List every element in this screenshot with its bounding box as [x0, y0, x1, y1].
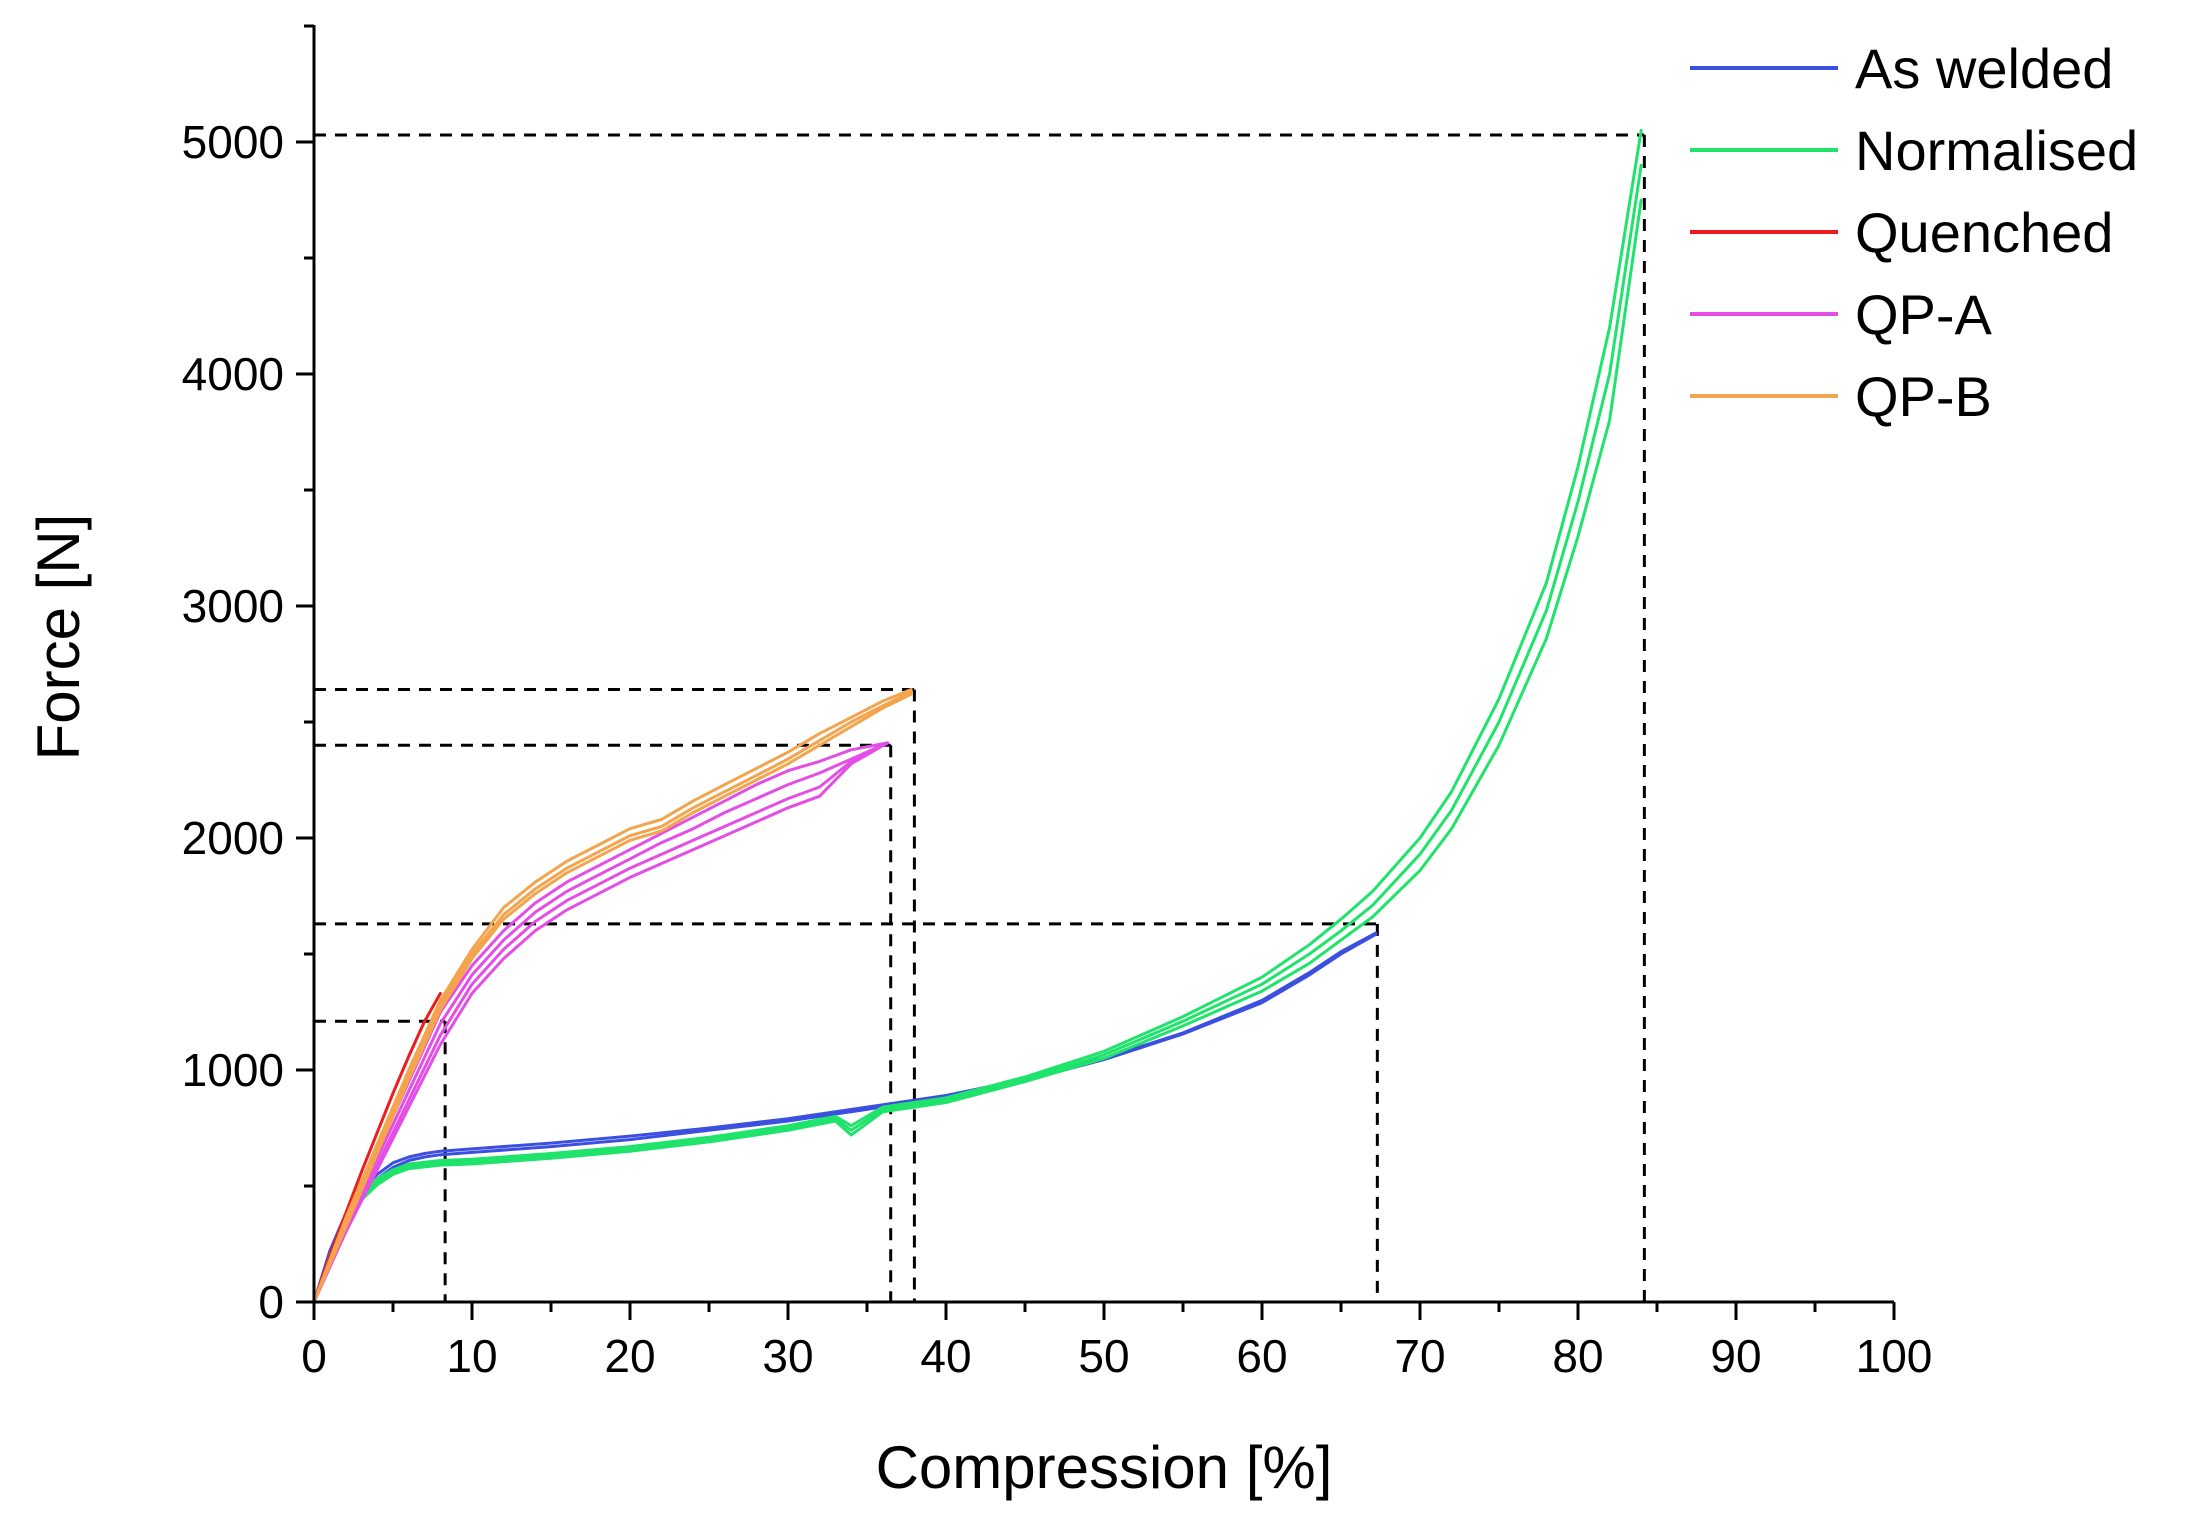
x-tick-label: 30 [762, 1330, 813, 1382]
x-tick-label: 100 [1856, 1330, 1933, 1382]
series-line-qp-a [312, 741, 889, 1304]
y-tick-label: 2000 [182, 812, 284, 864]
series-line-as-welded [312, 931, 1378, 1304]
x-tick-label: 20 [604, 1330, 655, 1382]
plot-series [312, 128, 1643, 1304]
series-as-welded [312, 931, 1378, 1304]
series-qp-b [312, 688, 913, 1304]
legend-label: Quenched [1855, 201, 2113, 264]
y-tick-label: 0 [258, 1276, 284, 1328]
legend: As welded Normalised Quenched QP-A QP-B [1690, 37, 2138, 428]
legend-label: QP-B [1855, 365, 1992, 428]
series-line-normalised [312, 128, 1643, 1304]
series-normalised [312, 128, 1643, 1304]
y-tick-label: 1000 [182, 1044, 284, 1096]
series-line-qp-b [312, 690, 913, 1304]
series-line-quenched [312, 991, 442, 1304]
reference-lines [314, 133, 1646, 1302]
series-line-qp-b [312, 692, 913, 1304]
series-quenched [312, 991, 442, 1304]
legend-label: As welded [1855, 37, 2113, 100]
x-tick-label: 80 [1552, 1330, 1603, 1382]
x-tick-label: 60 [1236, 1330, 1287, 1382]
x-tick-label: 50 [1078, 1330, 1129, 1382]
x-tick-label: 0 [301, 1330, 327, 1382]
axes [312, 25, 1894, 1304]
x-axis-title: Compression [%] [876, 1434, 1333, 1501]
y-tick-label: 5000 [182, 116, 284, 168]
legend-label: QP-A [1855, 283, 1993, 346]
y-tick-label: 3000 [182, 580, 284, 632]
legend-label: Normalised [1855, 119, 2138, 182]
x-tick-label: 10 [446, 1330, 497, 1382]
series-line-qp-a [312, 741, 889, 1304]
x-tick-label: 90 [1710, 1330, 1761, 1382]
series-line-as-welded [312, 932, 1378, 1304]
y-axis-title: Force [N] [25, 514, 92, 761]
y-tick-label: 4000 [182, 348, 284, 400]
series-line-qp-b [312, 688, 913, 1304]
series-qp-a [312, 741, 889, 1304]
series-line-normalised [312, 163, 1643, 1304]
x-tick-label: 40 [920, 1330, 971, 1382]
series-line-qp-a [312, 741, 889, 1304]
x-tick-label: 70 [1394, 1330, 1445, 1382]
series-line-normalised [312, 198, 1643, 1304]
ticks: 0 10 20 30 40 50 60 70 80 90 100010002000300040005… [182, 24, 1933, 1382]
